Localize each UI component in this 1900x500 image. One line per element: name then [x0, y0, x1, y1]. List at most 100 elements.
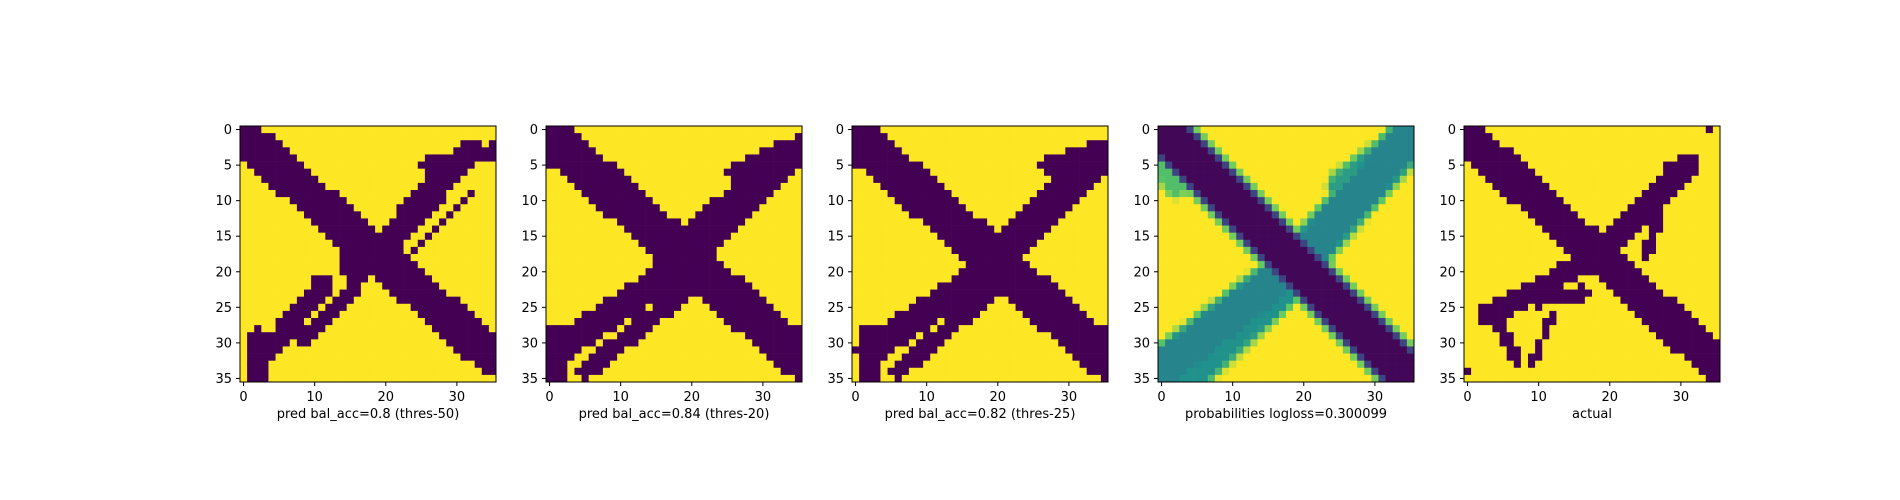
heatmap-cell: [702, 374, 710, 383]
heatmap-cell: [688, 318, 696, 326]
heatmap-cell: [965, 218, 974, 226]
heatmap-cell: [446, 325, 454, 333]
heatmap-cell: [887, 360, 896, 369]
heatmap-cell: [994, 374, 1002, 383]
heatmap-cell: [752, 374, 760, 383]
heatmap-cell: [560, 346, 568, 354]
heatmap-cell: [1001, 254, 1009, 262]
heatmap-cell: [282, 126, 291, 134]
heatmap-cell: [951, 225, 960, 234]
heatmap-cell: [1036, 332, 1045, 340]
heatmap-cell: [958, 353, 967, 362]
heatmap-cell: [1392, 218, 1401, 226]
heatmap-cell: [738, 360, 746, 369]
heatmap-cell: [460, 140, 468, 148]
heatmap-cell: [375, 197, 383, 205]
heatmap-cell: [695, 147, 703, 155]
heatmap-cell: [574, 346, 582, 354]
heatmap-cell: [474, 232, 483, 241]
heatmap-cell: [546, 332, 554, 340]
heatmap-cell: [624, 310, 632, 319]
heatmap-cell: [866, 140, 874, 148]
heatmap-cell: [382, 268, 390, 276]
heatmap-cell: [325, 275, 333, 283]
heatmap-cell: [880, 147, 888, 155]
heatmap-cell: [958, 261, 967, 269]
heatmap-cell: [1406, 303, 1415, 312]
heatmap-cell: [1222, 275, 1230, 283]
heatmap-cell: [1342, 268, 1351, 276]
heatmap-cell: [403, 239, 412, 248]
heatmap-cell: [446, 154, 454, 162]
heatmap-cell: [553, 296, 561, 305]
heatmap-cell: [1158, 282, 1166, 290]
heatmap-cell: [894, 197, 903, 205]
heatmap-cell: [752, 190, 760, 198]
heatmap-cell: [901, 289, 910, 298]
heatmap-cell: [439, 367, 447, 376]
heatmap-cell: [1307, 246, 1315, 255]
heatmap-cell: [1093, 161, 1102, 170]
heatmap-cell: [752, 168, 760, 177]
heatmap-cell: [794, 261, 803, 269]
heatmap-cell: [738, 275, 746, 283]
heatmap-cell: [1214, 133, 1223, 141]
heatmap-cell: [282, 367, 291, 376]
heatmap-cell: [311, 126, 319, 134]
heatmap-cell: [852, 254, 860, 262]
heatmap-cell: [1158, 303, 1166, 312]
heatmap-cell: [766, 318, 774, 326]
heatmap-cell: [681, 374, 689, 383]
heatmap-cell: [745, 168, 753, 177]
heatmap-cell: [304, 175, 312, 184]
heatmap-cell: [866, 175, 874, 184]
heatmap-cell: [1172, 275, 1180, 283]
heatmap-cell: [474, 175, 483, 184]
heatmap-cell: [1357, 296, 1365, 305]
heatmap-cell: [1022, 325, 1031, 333]
heatmap-cell: [1399, 204, 1408, 212]
heatmap-cell: [360, 133, 369, 141]
heatmap-cell: [1065, 275, 1073, 283]
heatmap-cell: [1385, 197, 1394, 205]
heatmap-cell: [282, 218, 291, 226]
heatmap-cell: [638, 175, 646, 184]
heatmap-cell: [923, 175, 931, 184]
heatmap-cell: [546, 374, 554, 383]
heatmap-cell: [709, 339, 718, 347]
heatmap-cell: [296, 254, 305, 262]
heatmap-cell: [467, 140, 476, 148]
heatmap-cell: [1229, 296, 1237, 305]
heatmap-cell: [1250, 246, 1258, 255]
heatmap-cell: [937, 246, 945, 255]
heatmap-cell: [1051, 218, 1059, 226]
heatmap-cell: [1015, 161, 1024, 170]
heatmap-cell: [852, 353, 860, 362]
heatmap-cell: [1207, 147, 1216, 155]
heatmap-cell: [481, 190, 490, 198]
heatmap-cell: [1342, 126, 1351, 134]
heatmap-cell: [467, 346, 476, 354]
heatmap-cell: [709, 182, 718, 191]
heatmap-cell: [752, 126, 760, 134]
heatmap-cell: [304, 154, 312, 162]
heatmap-cell: [460, 367, 468, 376]
heatmap-cell: [659, 147, 668, 155]
heatmap-cell: [1036, 254, 1045, 262]
heatmap-cell: [1364, 232, 1372, 241]
x-tick-label: 20: [684, 390, 701, 405]
heatmap-cell: [887, 346, 896, 354]
heatmap-cell: [1300, 190, 1308, 198]
heatmap-cell: [1342, 282, 1351, 290]
heatmap-cell: [681, 182, 689, 191]
heatmap-cell: [1385, 147, 1394, 155]
heatmap-cell: [296, 246, 305, 255]
heatmap-cell: [645, 289, 654, 298]
heatmap-cell: [261, 282, 269, 290]
heatmap-cell: [1328, 296, 1337, 305]
heatmap-cell: [588, 339, 597, 347]
heatmap-cell: [723, 325, 732, 333]
heatmap-cell: [1029, 374, 1038, 383]
heatmap-cell: [631, 204, 639, 212]
heatmap-cell: [1207, 197, 1216, 205]
